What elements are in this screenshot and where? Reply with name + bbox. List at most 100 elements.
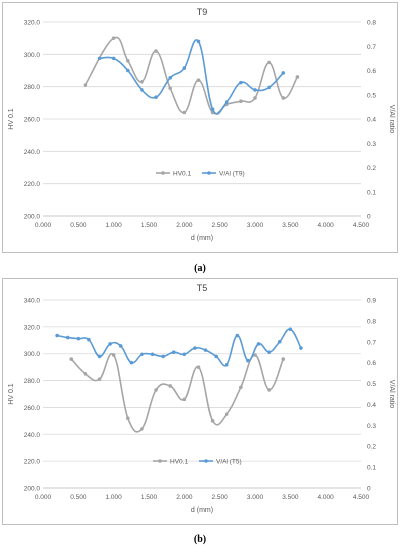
chart1-series-0-point <box>126 416 130 420</box>
chart1-series-1-point <box>203 348 208 352</box>
chart0-y2tick-label: 0.2 <box>367 165 376 172</box>
chart0-ytick-label: 260.0 <box>24 117 41 124</box>
chart1-series-0-point <box>253 353 257 357</box>
chart1-series-1-point <box>224 362 229 367</box>
chart1-legend-marker <box>204 459 208 463</box>
chart0-y2tick-label: 0.3 <box>367 141 376 148</box>
chart1-series-1-point <box>299 346 303 350</box>
chart0-series-1-point <box>267 85 271 90</box>
chart1-ytick-label: 300.0 <box>24 351 41 358</box>
chart1-xtick-label: 0.500 <box>70 494 87 501</box>
chart0-xtick-label: 2.500 <box>212 222 229 229</box>
chart0-series-1-point <box>140 88 144 92</box>
chart0-xtick-label: 0.000 <box>35 222 52 229</box>
chart0-series-1-point <box>111 56 116 61</box>
chart1-xtick-label: 2.500 <box>212 494 229 501</box>
chart1-series-0-point <box>111 353 116 357</box>
chart1-ytick-label: 260.0 <box>24 405 41 412</box>
chart0-series-1-point <box>253 88 257 92</box>
chart1-series-1-point <box>140 352 144 357</box>
chart1-series-1-point <box>193 346 197 350</box>
chart0-y2tick-label: 0 <box>367 214 371 221</box>
figure-label-b: (b) <box>193 534 207 545</box>
chart1-series-0-point <box>224 412 229 416</box>
chart1-y2tick-label: 0.3 <box>367 423 376 430</box>
chart0-legend-label: HV0.1 <box>173 171 191 178</box>
chart1-legend-label: HV0.1 <box>170 459 188 466</box>
chart1-xtick-label: 4.500 <box>353 494 370 501</box>
chart1-series-1-point <box>129 360 134 365</box>
chart0-ytick-label: 220.0 <box>24 181 41 188</box>
chart1-series-1-point <box>65 335 70 340</box>
chart0-xtick-label: 4.000 <box>318 222 335 229</box>
chart0-y2label: V/Al ratio <box>388 105 395 134</box>
chart1-ytick-label: 240.0 <box>24 432 41 439</box>
chart1-series-1-point <box>161 354 165 359</box>
chart-t5-svg: 200.0 220.0 240.0 260.0 280.0 300.0 320.0 340.0… <box>8 283 395 514</box>
chart0-series-0-point <box>126 59 130 63</box>
chart0-series-1-point <box>281 71 286 75</box>
chart0-y2tick-label: 0.4 <box>367 117 376 124</box>
chart1-series-0-point <box>97 377 102 382</box>
chart1-series-1-point <box>277 339 282 344</box>
chart0-y2tick-label: 0.6 <box>367 68 376 75</box>
chart0-ytick-label: 320.0 <box>24 20 41 27</box>
chart0-series-1-point <box>182 66 187 70</box>
chart1-series-1-point <box>87 337 91 342</box>
chart1-xtick-label: 4.000 <box>318 494 335 501</box>
chart1-xtick-label: 0.000 <box>35 494 52 501</box>
chart0-y2tick-label: 0.8 <box>367 20 376 27</box>
chart0-series-0-point <box>267 60 271 65</box>
chart1-y2tick-label: 0.4 <box>367 402 376 409</box>
chart0-title: T9 <box>197 7 208 17</box>
chart1-series-0-point <box>267 388 271 392</box>
chart1-series-1-point <box>214 354 218 359</box>
chart1-y2tick-label: 0.7 <box>367 339 376 346</box>
chart0-ytick-label: 200.0 <box>24 214 41 221</box>
chart0-xtick-label: 1.000 <box>106 222 123 229</box>
chart1-ylabel: HV 0.1 <box>8 383 15 405</box>
chart1-series-0-point <box>140 427 144 431</box>
chart1-y2tick-label: 0.6 <box>367 360 376 367</box>
chart1-ytick-label: 320.0 <box>24 324 41 331</box>
chart0-series-0-point <box>111 36 116 40</box>
chart1-ytick-label: 220.0 <box>24 459 41 466</box>
chart1-title: T5 <box>197 283 208 293</box>
chart1-y2tick-label: 0.1 <box>367 465 376 472</box>
chart-t9-svg: 200.0 220.0 240.0 260.0 280.0 300.0 320.0 0 0.1 0… <box>8 7 395 242</box>
chart0-series-1-point <box>239 80 243 85</box>
chart1-y2tick-label: 0 <box>367 486 371 493</box>
chart0-series-0-point <box>168 86 172 91</box>
chart1-series-0-point <box>69 357 74 361</box>
chart1-legend-label: V/Al (T5) <box>216 459 242 466</box>
chart1-series-0-point <box>281 357 286 361</box>
chart1-series-1-point <box>235 333 240 338</box>
chart1-xtick-label: 3.000 <box>247 494 264 501</box>
chart0-ylabel: HV 0.1 <box>8 108 15 130</box>
chart0-legend-marker <box>161 171 165 175</box>
chart0-xtick-label: 2.000 <box>176 222 193 229</box>
chart1-series-1-point <box>150 352 155 357</box>
chart0-y2tick-label: 0.5 <box>367 92 376 99</box>
chart1-series-0-point <box>210 419 215 423</box>
chart0-ytick-label: 300.0 <box>24 52 41 59</box>
chart1-series-0-point <box>154 388 158 392</box>
chart1-series-1-point <box>267 350 271 355</box>
chart1-ytick-label: 200.0 <box>24 486 41 493</box>
chart0-xtick-label: 0.500 <box>70 222 87 229</box>
chart1-y2label: V/Al ratio <box>388 380 395 409</box>
chart1-legend-marker <box>158 459 162 463</box>
chart0-series-1-point <box>168 75 172 80</box>
figure-label-a: (a) <box>194 263 206 274</box>
chart1-series-0-point <box>182 397 187 402</box>
chart0-series-1-line <box>99 39 284 115</box>
chart0-series-0-point <box>196 78 201 82</box>
chart0-series-0-point <box>253 96 257 100</box>
chart1-y2tick-label: 0.9 <box>367 298 376 305</box>
chart1-ytick-label: 340.0 <box>24 298 41 305</box>
chart1-series-1-point <box>182 352 187 357</box>
chart-panel-t5: 200.0 220.0 240.0 260.0 280.0 300.0 320.0 340.0… <box>2 278 398 525</box>
chart1-ytick-label: 280.0 <box>24 378 41 385</box>
chart1-series-0-point <box>83 372 88 376</box>
chart0-xtick-label: 3.500 <box>282 222 299 229</box>
